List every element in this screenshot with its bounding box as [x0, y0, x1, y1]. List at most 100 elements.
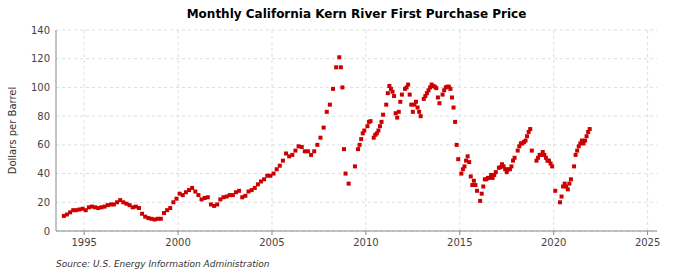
point [480, 192, 484, 196]
y-grid-line [56, 87, 657, 88]
x-tick [647, 231, 648, 235]
points [62, 55, 592, 221]
point [509, 164, 513, 168]
point [572, 164, 576, 168]
x-tick [271, 231, 272, 235]
x-grid-line [84, 30, 85, 231]
point [290, 153, 294, 157]
point [359, 137, 363, 141]
point [334, 65, 338, 69]
point [278, 164, 282, 168]
y-tick-label: 100 [31, 82, 50, 93]
point [293, 149, 297, 153]
title: Monthly California Kern River First Purc… [187, 7, 527, 21]
x-tick-label: 2020 [541, 237, 566, 248]
point [306, 149, 310, 153]
point [575, 149, 579, 153]
point [574, 153, 578, 157]
x-tick [459, 231, 460, 235]
y-grid-line [56, 144, 657, 145]
y-tick-label: 80 [37, 111, 50, 122]
point [381, 113, 385, 117]
point [583, 139, 587, 143]
point [400, 93, 404, 97]
point [569, 177, 573, 181]
point [171, 200, 175, 204]
point [434, 86, 438, 90]
x-tick [84, 231, 85, 235]
point [436, 95, 440, 99]
y-tick-label: 40 [37, 168, 50, 179]
y-tick-label: 0 [44, 226, 50, 237]
point [380, 120, 384, 124]
point [475, 189, 479, 193]
point [344, 172, 348, 176]
point [525, 134, 529, 138]
x-tick [178, 231, 179, 235]
y-tick-label: 120 [31, 53, 50, 64]
point [553, 189, 557, 193]
source-note: Source: U.S. Energy Information Administ… [56, 259, 270, 269]
point [456, 157, 460, 161]
point [309, 153, 313, 157]
y-grid-line [56, 173, 657, 174]
point [322, 126, 326, 130]
point [395, 116, 399, 120]
point [243, 194, 247, 198]
point [550, 164, 554, 168]
point [206, 195, 210, 199]
x-tick [365, 231, 366, 235]
point [190, 186, 194, 190]
point [262, 177, 266, 181]
x-tick-label: 2010 [353, 237, 378, 248]
point [566, 187, 570, 191]
point [362, 129, 366, 133]
point [481, 184, 485, 188]
point [168, 206, 172, 210]
y-axis-label: Dollars per Barrel [7, 87, 18, 175]
point [455, 143, 459, 147]
y-grid-line [56, 30, 657, 31]
point [342, 147, 346, 151]
x-axis-line [56, 231, 657, 232]
point [528, 127, 532, 131]
point [175, 197, 179, 201]
y-tick-label: 60 [37, 139, 50, 150]
point [253, 186, 257, 190]
point [419, 114, 423, 118]
x-tick-label: 2015 [447, 237, 472, 248]
point [478, 199, 482, 203]
point [384, 103, 388, 107]
point [513, 156, 517, 160]
point [441, 93, 445, 97]
point [558, 200, 562, 204]
point [398, 100, 402, 104]
y-tick-label: 20 [37, 197, 50, 208]
point [462, 164, 466, 168]
point [469, 174, 473, 178]
point [378, 124, 382, 128]
point [524, 139, 528, 143]
x-grid-line [271, 30, 272, 231]
point [408, 93, 412, 97]
point [312, 149, 316, 153]
point [300, 145, 304, 149]
point [416, 106, 420, 110]
point [453, 120, 457, 124]
point [356, 147, 360, 151]
point [196, 193, 200, 197]
x-tick-label: 2005 [259, 237, 284, 248]
chart: 0204060801001201401995200020052010201520… [0, 0, 675, 275]
x-tick-label: 1995 [71, 237, 96, 248]
point [340, 85, 344, 89]
point [406, 83, 410, 87]
point [237, 189, 241, 193]
y-axis-line [56, 30, 57, 231]
x-grid-line [459, 30, 460, 231]
point [397, 110, 401, 114]
point [448, 87, 452, 91]
point [467, 160, 471, 164]
x-tick-label: 2025 [635, 237, 660, 248]
point [159, 217, 163, 221]
point [358, 143, 362, 147]
